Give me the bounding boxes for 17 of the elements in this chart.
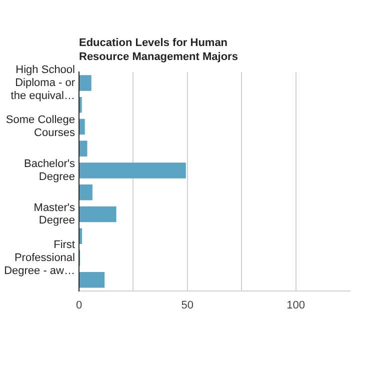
bar xyxy=(80,228,82,244)
x-tick-label: 0 xyxy=(76,299,82,312)
bar xyxy=(80,140,88,156)
x-tick-label: 50 xyxy=(181,299,194,312)
bar xyxy=(80,75,92,91)
chart-title: Education Levels for Human Resource Management Majors xyxy=(79,37,238,63)
bar xyxy=(80,272,105,288)
x-tick-label: 100 xyxy=(286,299,305,312)
bar xyxy=(80,118,85,135)
y-tick-label: Some College Courses xyxy=(6,114,76,140)
y-tick-label: First Professional Degree - aw… xyxy=(4,239,75,277)
bar xyxy=(80,184,92,200)
y-tick-label: Bachelor's Degree xyxy=(24,158,76,183)
bar xyxy=(80,162,186,178)
y-tick-label: Master's Degree xyxy=(34,202,76,227)
y-tick-label: High School Diploma - or the equival… xyxy=(10,64,76,102)
bar xyxy=(80,206,116,222)
